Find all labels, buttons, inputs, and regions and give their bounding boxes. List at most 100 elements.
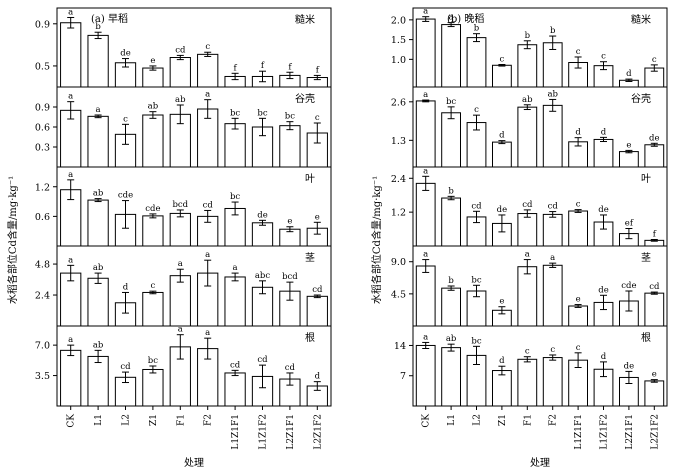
significance-letter: a [525,250,530,260]
significance-letter: e [287,217,292,227]
bar [517,213,538,247]
bar [619,151,639,168]
significance-letter: de [598,285,608,295]
row-b-0: 1.0 1.5 2.0 a a b c b b c c d c 糙米 (b) 晚稻 [391,7,668,88]
significance-letter: e [150,56,155,66]
y-tick-label: 0.6 [35,123,50,134]
organ-label: 叶 [641,173,651,185]
organ-label: 糙米 [295,13,315,26]
significance-letter: cd [471,201,482,211]
row-a-4: 3.5 7.0 a ab cd bc a a cd cd cd d 根 [35,325,332,407]
significance-letter: bc [471,275,481,285]
significance-letter: c [601,52,606,62]
significance-letter: b [448,276,454,286]
y-tick-label: 0.3 [35,143,50,154]
y-tick-label: 0.9 [35,19,50,30]
bar [568,305,588,327]
significance-letter: ab [93,340,104,350]
bar [142,215,164,247]
y-tick-label: 0.6 [35,212,50,223]
significance-letter: cde [621,281,636,291]
y-tick-label: 0.9 [35,103,50,114]
significance-letter: a [68,92,73,102]
significance-letter: a [68,335,73,345]
significance-letter: b [448,186,454,196]
significance-letter: b [95,22,101,32]
x-tick-label: L2Z1F1 [625,414,635,450]
bar [517,358,538,407]
significance-letter: c [474,105,479,115]
x-tick-label: F2 [204,414,214,426]
significance-letter: a [178,325,183,335]
significance-letter: a [550,253,555,263]
significance-letter: bc [257,108,267,118]
significance-letter: c [652,55,657,65]
x-tick-label: L2 [122,414,132,426]
significance-letter: c [576,200,581,210]
y-tick-label: 2.6 [391,97,406,108]
significance-letter: de [120,49,130,59]
row-a-0: 0.5 0.9 a b de e cd c f f f f 糙米 (a) 早稻 [35,7,332,88]
significance-letter: d [601,352,607,362]
row-frame [412,325,668,407]
significance-letter: ab [93,189,104,199]
significance-letter: bc [148,356,158,366]
x-tick-label: Z1 [149,414,159,426]
significance-letter: a [205,250,210,260]
bar [142,291,164,327]
y-tick-label: 1.2 [35,182,50,193]
significance-letter: a [96,105,101,115]
significance-letter: c [576,47,581,57]
significance-letter: f [288,62,292,72]
bar [279,125,301,168]
significance-letter: de [598,205,608,215]
bar [251,222,274,247]
bar [87,115,109,168]
significance-letter: e [626,140,631,150]
bar [644,144,665,168]
significance-letter: a [423,250,428,260]
significance-letter: f [234,63,238,73]
bar [517,266,538,327]
significance-letter: b [474,24,480,34]
significance-letter: de [497,205,507,215]
panel-title: (b) 晚稻 [447,13,484,25]
bar [542,213,563,247]
row-a-3: 2.4 4.8 a ab d c a a a abc bcd cd 茎 [35,245,332,327]
significance-letter: bc [230,108,240,118]
significance-letter: a [68,255,73,265]
x-tick-label: L2Z1F1 [286,414,296,450]
y-tick-label: 2.0 [391,15,406,26]
significance-letter: cd [230,360,241,370]
significance-letter: a [423,90,428,100]
organ-label: 根 [305,331,315,344]
bar [415,100,436,168]
significance-letter: ef [625,219,634,229]
significance-letter: d [575,128,581,138]
organ-label: 茎 [641,252,651,264]
bar [224,276,246,327]
significance-letter: a [205,328,210,338]
significance-letter: bcd [172,200,188,210]
y-tick-label: 4.8 [35,260,50,271]
significance-letter: de [257,210,267,220]
x-axis-title-b: 处理 [530,457,550,469]
significance-letter: c [205,42,210,52]
bar [87,199,109,247]
bar [441,112,461,168]
x-tick-label: L1Z1F1 [574,414,584,450]
x-tick-label: L2Z1F2 [650,414,660,450]
significance-letter: a [423,332,428,342]
bar [542,357,563,407]
significance-letter: bc [471,336,481,346]
bar [224,123,246,168]
x-tick-label: L2Z1F2 [313,414,323,450]
bar [197,53,219,88]
significance-letter: d [626,69,632,79]
bar [87,277,109,327]
x-tick-label: F2 [549,414,559,426]
y-tick-label: 1.2 [391,208,406,219]
bar [87,355,109,407]
